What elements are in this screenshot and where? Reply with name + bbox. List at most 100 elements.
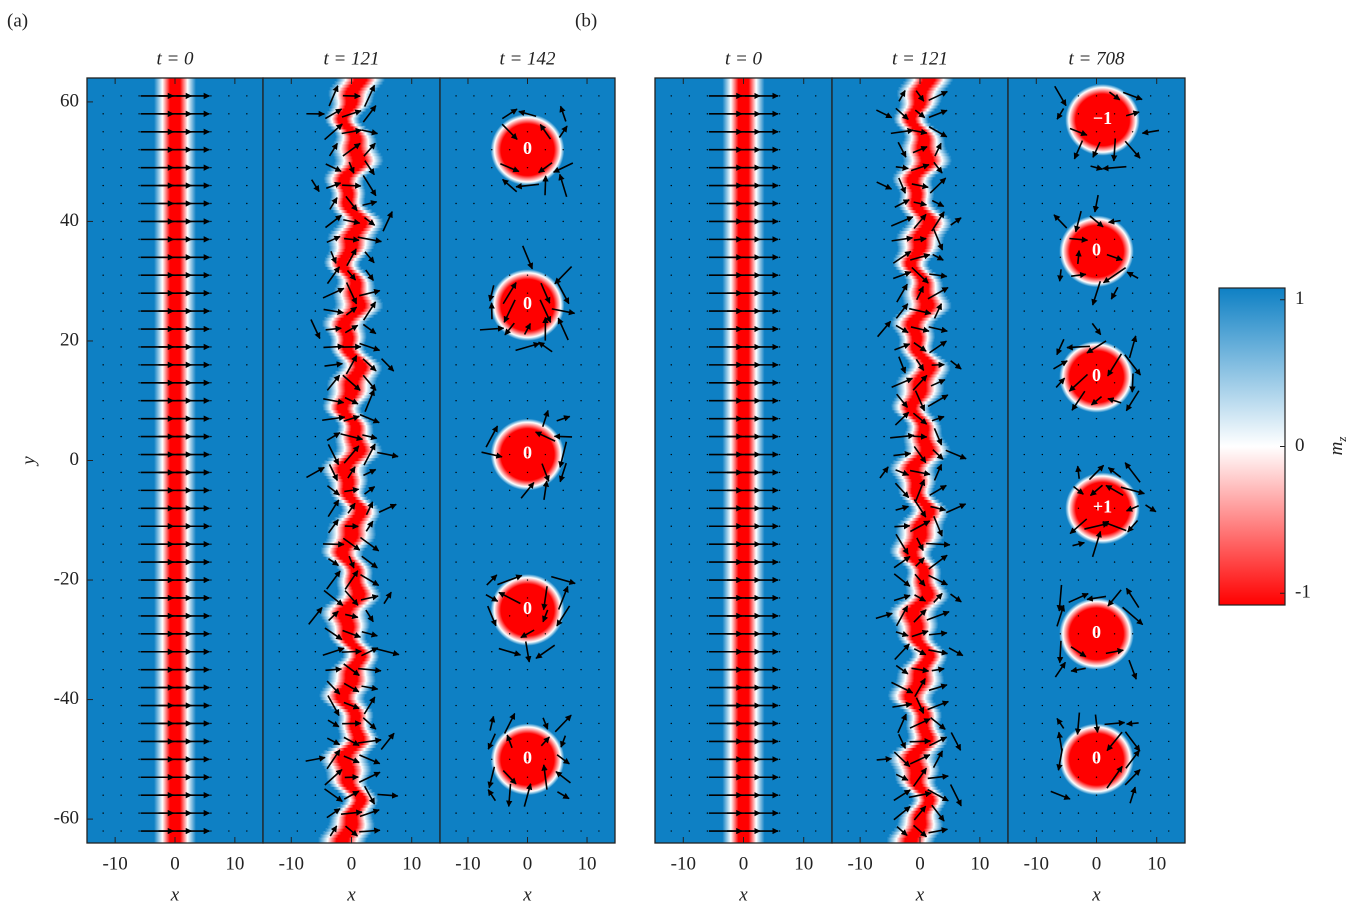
spin-dot <box>1131 579 1134 581</box>
spin-dot <box>423 471 425 474</box>
spin-dot <box>102 149 104 151</box>
spin-dot <box>1095 310 1098 312</box>
spin-dot <box>991 489 993 492</box>
spin-arrow <box>928 554 948 570</box>
spin-dot <box>883 274 885 276</box>
spin-dot <box>955 722 957 725</box>
domain-wall <box>889 547 934 551</box>
spin-dot <box>778 740 781 743</box>
spin-dot <box>314 382 317 384</box>
spin-dot <box>1023 346 1025 348</box>
spin-dot <box>1149 758 1152 761</box>
domain-wall <box>895 382 945 387</box>
domain-wall <box>898 490 934 494</box>
panel: −100+100 <box>1008 78 1185 843</box>
spin-dot <box>246 561 248 563</box>
spin-dot <box>598 346 600 348</box>
spin-arrow <box>488 285 495 302</box>
domain-wall <box>327 233 378 237</box>
spin-dot <box>228 686 230 689</box>
domain-wall <box>890 606 940 611</box>
panel-title: t = 0 <box>725 48 763 69</box>
spin-dot <box>544 382 547 384</box>
spin-arrow <box>326 485 340 496</box>
spin-dot <box>847 382 849 384</box>
spin-dot <box>1023 615 1025 617</box>
spin-dot <box>423 292 425 294</box>
spin-dot <box>1041 633 1044 635</box>
spin-dot <box>1041 812 1044 814</box>
spin-dot <box>491 830 493 832</box>
domain-wall <box>891 406 931 411</box>
spin-dot <box>1113 704 1116 707</box>
spin-dot <box>544 220 547 223</box>
spin-dot <box>1149 543 1152 545</box>
spin-dot <box>120 794 122 796</box>
spin-dot <box>670 830 672 832</box>
spin-dot <box>778 131 781 133</box>
spin-arrow <box>357 737 382 744</box>
spin-dot <box>473 328 475 330</box>
spin-dot <box>706 131 709 133</box>
domain-wall <box>897 600 946 605</box>
spin-dot <box>1168 776 1170 778</box>
spin-dot <box>423 435 425 438</box>
spin-dot <box>796 149 799 151</box>
spin-dot <box>1149 220 1152 223</box>
spin-arrow <box>928 649 949 656</box>
spin-dot <box>404 722 407 725</box>
spin-dot <box>1168 292 1170 294</box>
spin-dot <box>544 202 547 205</box>
spin-dot <box>473 776 475 778</box>
spin-dot <box>815 704 817 707</box>
domain-wall <box>335 642 371 647</box>
domain-wall <box>898 337 935 342</box>
domain-wall <box>897 484 936 488</box>
domain-wall <box>333 80 384 85</box>
spin-dot <box>473 561 475 563</box>
spin-dot <box>491 166 493 169</box>
spin-dot <box>102 579 104 581</box>
domain-wall <box>333 140 377 145</box>
spin-dot <box>138 740 140 743</box>
spin-dot <box>562 507 564 510</box>
spin-dot <box>1041 184 1044 187</box>
spin-arrow <box>359 288 381 297</box>
spin-arrow <box>945 503 967 514</box>
spin-dot <box>423 220 425 223</box>
spin-dot <box>670 346 672 348</box>
spin-dot <box>102 651 104 653</box>
spin-dot <box>246 95 248 97</box>
domain-wall <box>894 681 944 686</box>
spin-dot <box>991 812 993 814</box>
spin-dot <box>883 561 885 563</box>
domain-wall <box>323 472 368 477</box>
domain-wall <box>324 257 363 261</box>
spin-dot <box>1168 453 1170 456</box>
spin-arrow <box>931 415 945 422</box>
spin-arrow <box>325 666 343 673</box>
spin-arrow <box>523 322 532 335</box>
spin-dot <box>580 794 582 796</box>
spin-dot <box>973 256 975 258</box>
spin-dot <box>973 704 975 707</box>
domain-wall <box>897 245 943 249</box>
spin-arrow <box>897 733 907 750</box>
spin-dot <box>423 776 425 778</box>
spin-dot <box>865 274 867 276</box>
domain-wall <box>326 535 376 539</box>
spin-arrow <box>542 609 549 623</box>
spin-dot <box>815 561 817 563</box>
spin-arrow <box>327 719 340 728</box>
spin-dot <box>847 507 849 510</box>
spin-dot <box>883 579 885 581</box>
spin-dot <box>955 435 957 438</box>
domain-wall <box>886 840 935 843</box>
domain-wall <box>906 574 942 578</box>
spin-arrow <box>541 463 550 482</box>
spin-dot <box>1168 686 1170 689</box>
domain-wall <box>334 299 382 303</box>
spin-dot <box>404 256 407 258</box>
spin-arrow <box>557 317 569 341</box>
spin-dot <box>120 364 122 366</box>
